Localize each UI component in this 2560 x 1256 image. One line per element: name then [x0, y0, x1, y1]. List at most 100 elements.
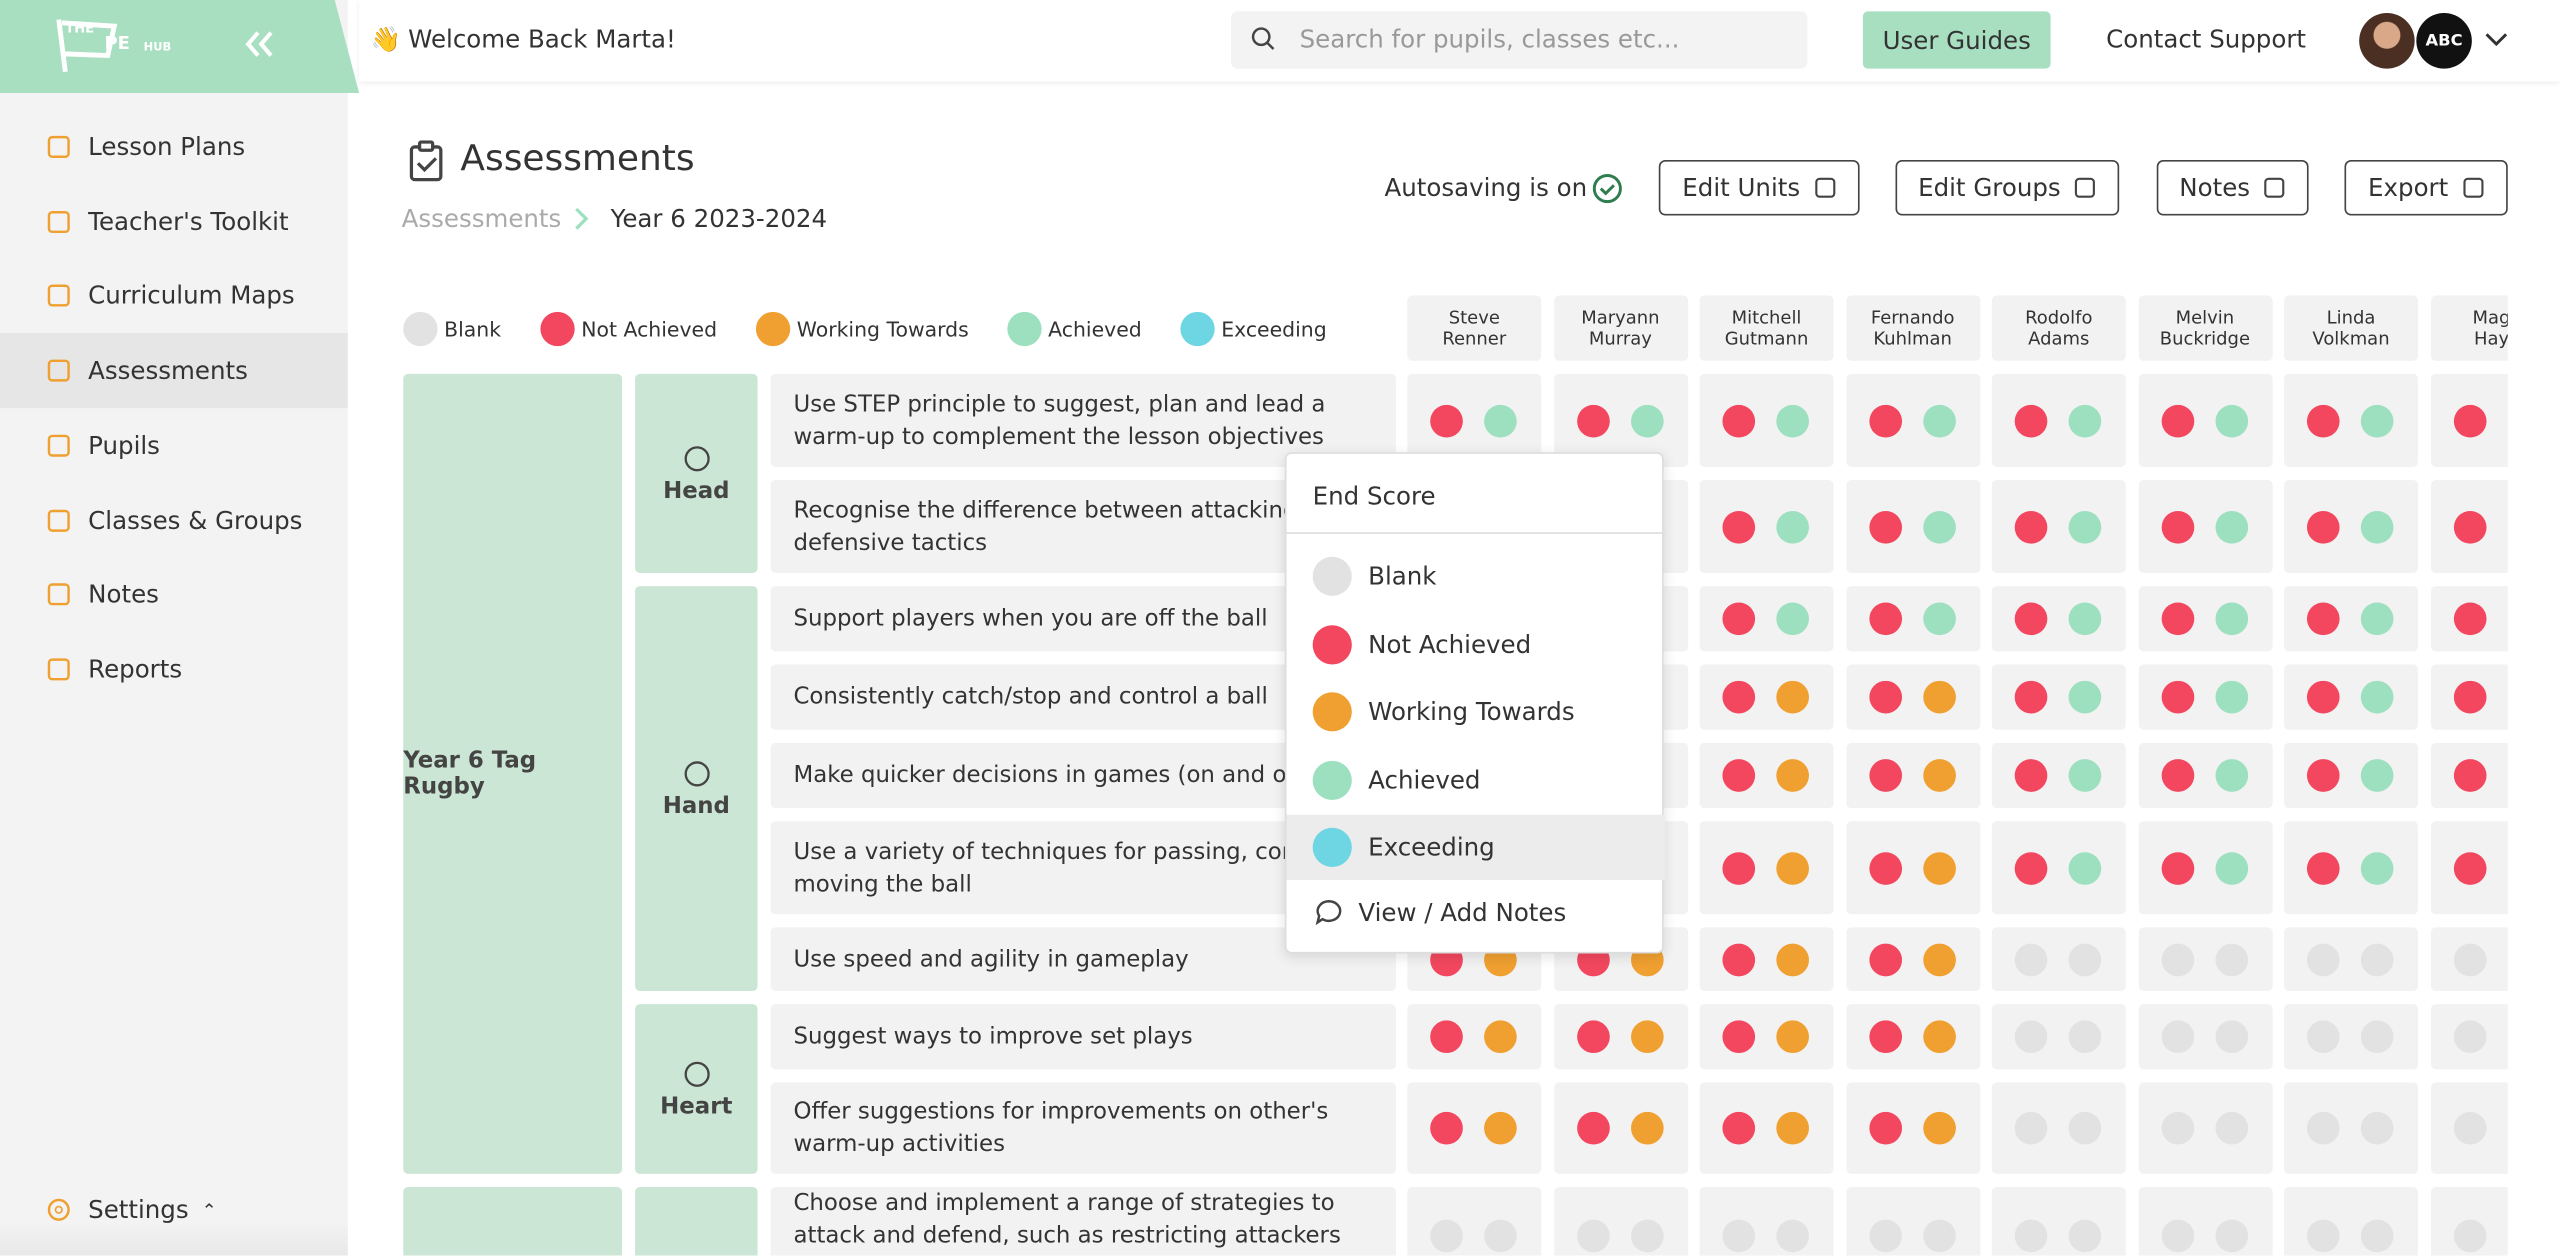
score-cell[interactable]	[2284, 373, 2418, 467]
score-cell[interactable]	[2430, 480, 2508, 574]
score-cell[interactable]	[1991, 742, 2126, 809]
score-cell[interactable]	[1699, 1186, 1834, 1256]
nav-item[interactable]: Curriculum Maps	[0, 259, 348, 334]
score-cell[interactable]	[1845, 664, 1980, 730]
score-cell[interactable]	[1845, 480, 1980, 574]
score-cell[interactable]	[2430, 1082, 2508, 1174]
score-cell[interactable]	[1553, 1186, 1688, 1256]
score-cell[interactable]	[2430, 1186, 2508, 1256]
score-cell[interactable]	[2137, 927, 2272, 992]
score-cell[interactable]	[1553, 373, 1688, 467]
button[interactable]: Edit Groups	[1895, 160, 2120, 216]
score-cell[interactable]	[1845, 742, 1980, 809]
score-cell[interactable]	[1699, 742, 1834, 809]
score-cell[interactable]	[1699, 927, 1834, 992]
nav-item[interactable]: Assessments	[0, 333, 348, 409]
search[interactable]	[1231, 11, 1808, 69]
score-cell[interactable]	[2430, 742, 2508, 809]
score-cell[interactable]	[1991, 586, 2126, 652]
score-cell[interactable]	[2430, 927, 2508, 992]
settings[interactable]: Settings ⌃	[0, 1172, 348, 1247]
score-cell[interactable]	[1845, 821, 1980, 915]
score-cell[interactable]	[2137, 664, 2272, 730]
breadcrumb[interactable]: Assessments	[401, 204, 562, 234]
score-cell[interactable]	[2137, 1186, 2272, 1256]
note-icon	[1315, 899, 1342, 926]
nav-item[interactable]: Classes & Groups	[0, 482, 348, 557]
score-cell[interactable]	[2137, 1082, 2272, 1174]
score-cell[interactable]	[1991, 1082, 2126, 1174]
score-cell[interactable]	[1845, 373, 1980, 467]
avatar[interactable]	[2359, 13, 2415, 69]
score-cell[interactable]	[1699, 586, 1834, 652]
score-cell[interactable]	[1991, 373, 2126, 467]
score-cell[interactable]	[1845, 1004, 1980, 1070]
score-cell[interactable]	[2137, 821, 2272, 915]
score-cell[interactable]	[2284, 664, 2418, 730]
button[interactable]: Notes	[2156, 160, 2309, 216]
chevron[interactable]	[2485, 31, 2508, 47]
score-cell[interactable]	[1991, 927, 2126, 992]
popup-option[interactable]: Working Towards	[1287, 679, 1666, 744]
popup-option[interactable]: Not Achieved	[1287, 611, 1666, 676]
school-logo[interactable]: ABC	[2416, 13, 2472, 69]
score-cell[interactable]	[2430, 821, 2508, 915]
score-cell[interactable]	[2137, 742, 2272, 809]
score-cell[interactable]	[1407, 1082, 1542, 1174]
nav-item[interactable]: Teacher's Toolkit	[0, 184, 348, 259]
score-cell[interactable]	[1699, 1082, 1834, 1174]
popup-option[interactable]: Exceeding	[1286, 814, 1666, 880]
score-cell[interactable]	[2430, 1004, 2508, 1070]
score-cell[interactable]	[2284, 927, 2418, 992]
score-cell[interactable]	[1845, 1082, 1980, 1174]
nav-item[interactable]: Reports	[0, 632, 348, 707]
contact-support[interactable]: Contact Support	[2106, 24, 2307, 54]
score-cell[interactable]	[2284, 1082, 2418, 1174]
score-cell[interactable]	[1991, 821, 2126, 915]
user-guides[interactable]: User Guides	[1862, 11, 2051, 69]
score-cell[interactable]	[2284, 1186, 2418, 1256]
score-cell[interactable]	[2137, 1004, 2272, 1070]
score-cell[interactable]	[2137, 586, 2272, 652]
score-cell[interactable]	[1407, 1186, 1542, 1256]
nav-label: Notes	[88, 579, 159, 610]
score-cell[interactable]	[1553, 1004, 1688, 1070]
group: Head	[635, 373, 758, 574]
score-cell[interactable]	[1991, 1186, 2126, 1256]
button[interactable]: Edit Units	[1658, 160, 1860, 216]
score-cell[interactable]	[2430, 373, 2508, 467]
score-dot	[1868, 510, 1902, 543]
nav-item[interactable]: Lesson Plans	[0, 109, 348, 184]
score-cell[interactable]	[1553, 1082, 1688, 1174]
view-notes[interactable]: View / Add Notes	[1287, 880, 1666, 945]
score-cell[interactable]	[1991, 664, 2126, 730]
score-cell[interactable]	[1845, 586, 1980, 652]
score-cell[interactable]	[1699, 1004, 1834, 1070]
popup-option[interactable]: Achieved	[1287, 747, 1666, 812]
score-cell[interactable]	[1407, 1004, 1542, 1070]
score-cell[interactable]	[1699, 373, 1834, 467]
score-cell[interactable]	[1699, 480, 1834, 574]
score-cell[interactable]	[1845, 1186, 1980, 1256]
score-cell[interactable]	[2137, 480, 2272, 574]
score-cell[interactable]	[2430, 586, 2508, 652]
score-cell[interactable]	[2284, 742, 2418, 809]
score-cell[interactable]	[1991, 1004, 2126, 1070]
score-cell[interactable]	[2284, 586, 2418, 652]
button[interactable]: Export	[2344, 160, 2508, 216]
score-cell[interactable]	[2284, 821, 2418, 915]
score-cell[interactable]	[2284, 480, 2418, 574]
score-cell[interactable]	[2430, 664, 2508, 730]
nav-item[interactable]: Notes	[0, 557, 348, 632]
score-cell[interactable]	[2284, 1004, 2418, 1070]
score-cell[interactable]	[1699, 821, 1834, 915]
nav-item[interactable]: Pupils	[0, 408, 348, 483]
check-icon	[1592, 174, 1622, 204]
popup-option[interactable]: Blank	[1287, 544, 1666, 609]
score-cell[interactable]	[1407, 373, 1542, 467]
score-cell[interactable]	[1991, 480, 2126, 574]
score-cell[interactable]	[2137, 373, 2272, 467]
score-cell[interactable]	[1845, 927, 1980, 992]
score-dot	[1922, 1219, 1956, 1253]
score-cell[interactable]	[1699, 664, 1834, 730]
